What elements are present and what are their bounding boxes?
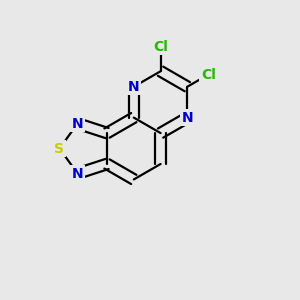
Text: N: N — [128, 80, 140, 94]
Text: N: N — [72, 167, 83, 181]
Text: N: N — [182, 111, 193, 124]
Text: S: S — [55, 142, 64, 155]
Text: Cl: Cl — [201, 68, 216, 82]
Text: N: N — [72, 116, 83, 130]
Text: Cl: Cl — [153, 40, 168, 54]
